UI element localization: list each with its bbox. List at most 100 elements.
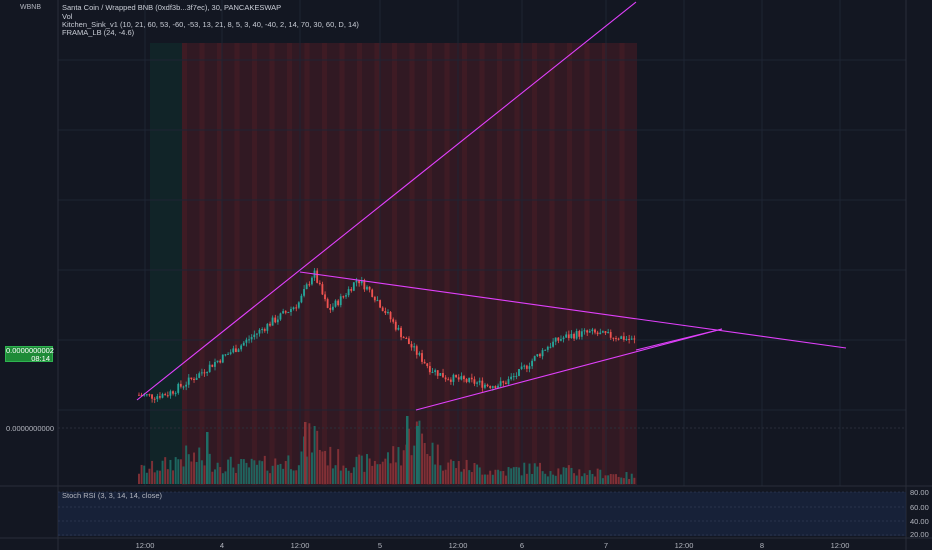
candle-body [594, 329, 596, 333]
candle-body [549, 346, 552, 348]
candle-body [544, 349, 547, 351]
volume-bar [601, 478, 604, 484]
volume-bar [460, 471, 463, 484]
volume-bar [457, 461, 460, 484]
volume-bar [416, 426, 419, 484]
candle-body [455, 374, 457, 378]
candle-body [507, 379, 510, 385]
volume-bar [266, 470, 269, 484]
trendlines[interactable] [136, 1, 847, 411]
volume-bar [389, 463, 392, 484]
candle-body [421, 353, 423, 362]
candle-body [431, 371, 434, 373]
candle-body [308, 284, 311, 286]
stoch-rsi-legend[interactable]: Stoch RSI (3, 3, 14, 14, close) [62, 491, 163, 500]
zone-stripe [182, 43, 187, 485]
candle-body [276, 319, 279, 323]
volume-bar [195, 462, 198, 484]
candle-body [321, 284, 324, 295]
candle-body [368, 286, 371, 290]
volume-bar [633, 477, 636, 484]
candle-body [138, 394, 140, 396]
zone-stripe [479, 43, 485, 485]
volume-bar [248, 467, 251, 484]
volume-bar [407, 428, 410, 484]
volume-bar [491, 474, 494, 484]
volume-bar [588, 470, 591, 484]
indicator-legend-kitchen-sink[interactable]: Kitchen_Sink_v1 (10, 21, 60, 53, -60, -5… [62, 20, 359, 29]
volume-bar [552, 474, 555, 484]
volume-legend[interactable]: Vol [62, 12, 73, 21]
indicator-legend-frama[interactable]: FRAMA_LB (24, -4.6) [62, 28, 135, 37]
zone-stripe [322, 43, 327, 485]
volume-bar [363, 471, 366, 484]
candle-body [439, 373, 442, 376]
candle-body [208, 364, 211, 372]
candlesticks [138, 268, 636, 404]
volume-bar [229, 456, 232, 484]
zone-stripe [532, 43, 537, 485]
candle-body [520, 366, 523, 369]
zone-stripe [567, 43, 572, 485]
candle-body [271, 317, 274, 326]
candle-body [580, 331, 583, 337]
candle-body [486, 384, 489, 387]
candle-body [442, 373, 444, 378]
volume-bar [525, 473, 528, 484]
time-label: 5 [377, 541, 383, 550]
candle-body [628, 338, 630, 340]
candle-body [449, 379, 452, 382]
candle-body [387, 312, 389, 314]
candle-body [575, 331, 578, 339]
current-price: 0.0000000002 [6, 346, 54, 355]
candle-body [347, 289, 350, 296]
candle-body [405, 337, 408, 339]
candle-body [415, 346, 418, 355]
volume-bar [591, 473, 594, 484]
volume-bar [305, 456, 308, 484]
candle-body [463, 376, 465, 380]
volume-bar [628, 478, 631, 484]
volume-bar [237, 463, 240, 484]
time-label: 4 [219, 541, 225, 550]
candle-body [607, 332, 610, 334]
volume-bar [397, 447, 400, 484]
volume-bar [304, 422, 307, 484]
candle-body [174, 392, 177, 394]
candle-body [528, 366, 531, 369]
candle-body [573, 333, 575, 339]
volume-bar [198, 447, 201, 484]
candle-body [297, 302, 300, 308]
candle-body [578, 331, 581, 337]
chart-title[interactable]: Santa Coin / Wrapped BNB (0xdf3b...3f7ec… [62, 3, 282, 12]
volume-bar [331, 468, 334, 484]
volume-bar [573, 473, 576, 484]
candle-body [339, 296, 342, 306]
volume-bar [423, 442, 426, 484]
candle-body [342, 296, 345, 298]
volume-bar [510, 468, 513, 484]
candle-body [536, 354, 539, 357]
candle-body [261, 329, 264, 331]
candle-body [221, 354, 224, 363]
volume-bar [481, 474, 484, 484]
volume-bar [182, 466, 185, 484]
stoch-band [58, 492, 906, 536]
zone-stripe [497, 43, 502, 485]
candle-body [234, 348, 237, 352]
candle-body [599, 332, 602, 335]
volume-bar [224, 471, 227, 484]
volume-bar [612, 474, 615, 484]
volume-bar [376, 464, 379, 484]
candle-body [483, 384, 486, 388]
candle-body [284, 311, 287, 313]
volume-bar [138, 473, 140, 484]
volume-bar [622, 478, 625, 484]
volume-bar [253, 460, 256, 484]
candle-body [473, 379, 476, 384]
volume-bar [151, 460, 154, 484]
volume-bar [366, 454, 368, 484]
candle-body [182, 386, 185, 388]
candle-body [248, 339, 250, 341]
